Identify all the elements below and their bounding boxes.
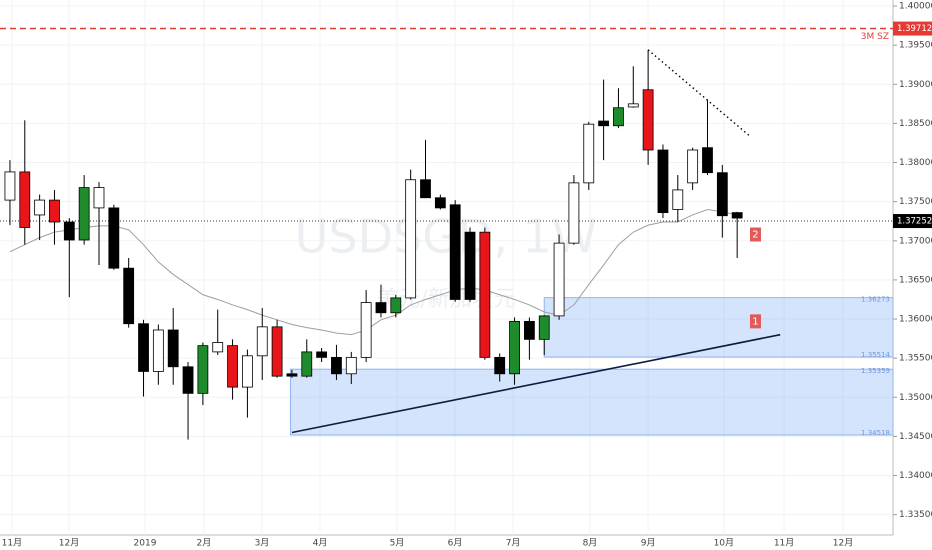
- candle-body: [331, 356, 342, 375]
- x-tick-label: 2019: [134, 539, 157, 549]
- candle-body: [538, 315, 550, 340]
- x-tick-label: 11月: [2, 538, 22, 549]
- candle-body: [449, 204, 461, 300]
- candle-body: [138, 323, 149, 372]
- resistance-text: 3M SZ: [861, 32, 889, 42]
- candle-body: [93, 187, 105, 209]
- candle-body: [108, 207, 120, 269]
- zone: [289, 368, 894, 436]
- candle-body: [256, 326, 268, 357]
- y-tick-label: 1.37000: [899, 236, 932, 246]
- zone-label: 1.36273: [861, 296, 890, 304]
- trendline: [291, 333, 781, 434]
- candle-body: [598, 120, 609, 127]
- candle-body: [286, 373, 298, 377]
- candle-body: [34, 199, 46, 216]
- candle-body: [657, 149, 669, 214]
- candle-body: [390, 297, 402, 314]
- candle-body: [464, 231, 476, 300]
- candle-body: [123, 267, 135, 325]
- y-tick-label: 1.34500: [899, 432, 932, 442]
- candle-body: [360, 302, 372, 358]
- y-tick-label: 1.38500: [899, 119, 932, 129]
- x-tick-label: 2月: [197, 538, 212, 549]
- candle-body: [4, 171, 16, 201]
- y-tick-label: 1.39500: [899, 41, 932, 51]
- x-tick-label: 12月: [59, 538, 79, 549]
- x-tick-label: 7月: [506, 538, 521, 549]
- candle-body: [420, 179, 431, 199]
- candle-body: [731, 212, 743, 219]
- candle-body: [227, 345, 238, 388]
- candle-body: [345, 356, 357, 375]
- candle-body: [375, 302, 387, 314]
- candle-body: [301, 351, 313, 377]
- plot: 1.36273 1.35514 1.35359 1.34518 3M SZ 1.39712…: [0, 21, 932, 440]
- y-tick-label: 1.35500: [899, 354, 932, 364]
- candle-body: [687, 149, 699, 184]
- marker-box: [749, 314, 761, 329]
- marker-label: 2: [752, 230, 758, 241]
- candle-body: [316, 351, 328, 358]
- candle-body: [271, 326, 283, 377]
- y-tick-label: 1.37500: [899, 197, 932, 207]
- candle-body: [167, 329, 179, 368]
- candle-body: [19, 171, 31, 228]
- x-tick-label: 4月: [313, 538, 328, 549]
- y-tick-label: 1.35000: [899, 393, 932, 403]
- last-price-box: [893, 214, 932, 229]
- candle-body: [63, 221, 75, 241]
- x-tick-label: 3月: [255, 538, 270, 549]
- y-tick-label: 1.33500: [899, 510, 932, 520]
- candle-body: [78, 187, 90, 241]
- y-tick-label: 1.36000: [899, 315, 932, 325]
- y-tick-label: 1.39000: [899, 80, 932, 90]
- candle-body: [672, 189, 684, 210]
- x-tick-label: 12月: [833, 538, 853, 549]
- candle-body: [479, 231, 491, 358]
- candle-body: [702, 147, 713, 174]
- candle-body: [583, 123, 595, 184]
- x-tick-label: 9月: [641, 538, 656, 549]
- candle-body: [197, 345, 209, 394]
- y-tick-label: 1.34000: [899, 471, 932, 481]
- candle-body: [613, 107, 624, 127]
- x-tick-label: 8月: [583, 538, 598, 549]
- candle-body: [182, 366, 194, 394]
- resistance-price-box: [893, 21, 932, 36]
- moving-average: [9, 208, 738, 336]
- candle-body: [494, 356, 506, 375]
- candle-body: [627, 103, 639, 108]
- zone-label: 1.35514: [861, 351, 890, 359]
- zone-label: 1.34518: [861, 429, 890, 437]
- y-tick-label: 1.40000: [899, 2, 932, 12]
- x-tick-label: 5月: [390, 538, 405, 549]
- marker-box: [749, 227, 761, 242]
- x-tick-label: 11月: [774, 538, 794, 549]
- candle-body: [242, 355, 253, 388]
- candle-body: [405, 179, 417, 299]
- y-tick-label: 1.36500: [899, 275, 932, 285]
- candle-body: [716, 172, 728, 217]
- x-tick-label: 6月: [448, 538, 463, 549]
- candle-body: [642, 89, 654, 151]
- zone: [543, 297, 894, 358]
- last-price-label: 1.37252: [897, 217, 932, 227]
- watermark: USDSGD, 1W: [295, 210, 598, 264]
- candle-body: [434, 197, 446, 209]
- candle-body: [523, 320, 535, 340]
- candle-body: [568, 182, 580, 244]
- candle-body: [49, 199, 60, 223]
- x-tick-label: 10月: [714, 538, 734, 549]
- candle-body: [553, 242, 565, 317]
- candle-body: [212, 342, 224, 353]
- zone-label: 1.35359: [861, 367, 890, 375]
- marker-label: 1: [752, 316, 758, 327]
- y-tick-label: 1.38000: [899, 158, 932, 168]
- resistance-price-label: 1.39712: [897, 24, 932, 34]
- candle-body: [152, 329, 164, 372]
- candle-body: [509, 320, 520, 375]
